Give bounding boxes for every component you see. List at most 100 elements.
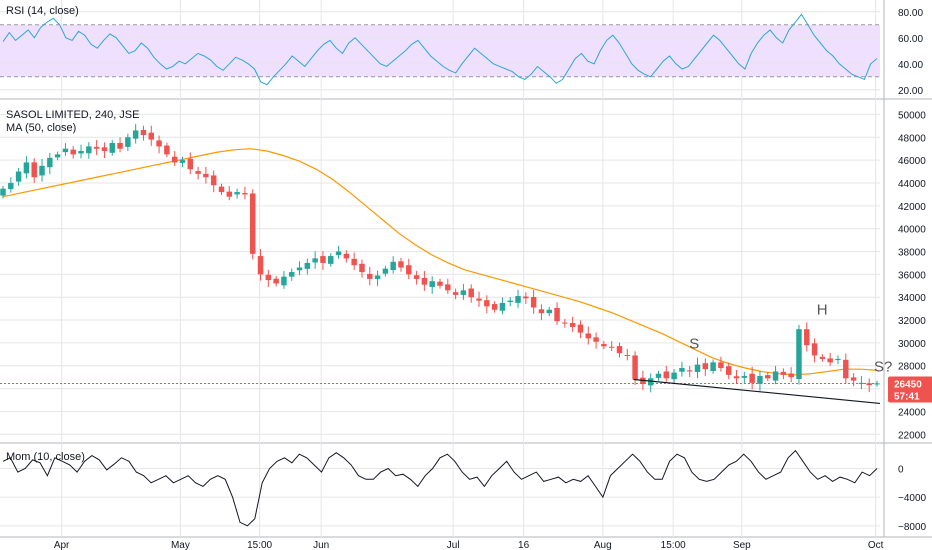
candle (843, 353, 849, 384)
candle (710, 359, 716, 374)
candle (343, 250, 350, 263)
price-tick-label: 42000 (898, 202, 926, 213)
candles (0, 124, 880, 393)
candle (804, 322, 810, 352)
price-badge: 26450 57:41 (888, 376, 932, 402)
price-tick-label: 50000 (898, 110, 926, 121)
price-pane: SASOL LIMITED, 240, JSE MA (50, close) 5… (0, 109, 932, 441)
pattern-annotation: H (817, 301, 828, 318)
candle (460, 284, 467, 300)
rsi-tick-label: 80.00 (898, 8, 923, 19)
candle (281, 271, 287, 289)
candle (569, 316, 576, 332)
candle (54, 151, 61, 161)
candle (647, 373, 654, 393)
trendline[interactable] (633, 378, 881, 405)
candle (694, 357, 701, 379)
price-tick-label: 34000 (898, 293, 926, 304)
pattern-annotation: S (689, 336, 699, 353)
candle (257, 249, 264, 281)
pattern-annotation: S? (874, 358, 892, 375)
x-tick-label: Oct (868, 540, 884, 550)
candle (132, 124, 139, 144)
candle (663, 365, 670, 382)
momentum-line (2, 449, 878, 527)
candle (312, 251, 318, 269)
candle (195, 166, 201, 180)
candle (679, 361, 685, 377)
candle (741, 371, 748, 384)
candle (429, 276, 435, 294)
rsi-band (0, 24, 880, 77)
momentum-tick-label: −4000 (898, 493, 927, 504)
candle (70, 146, 76, 159)
candle (148, 125, 154, 146)
price-label: 26450 (894, 379, 922, 390)
candle (507, 297, 513, 307)
candle (156, 135, 162, 154)
candle (359, 259, 365, 278)
price-tick-label: 38000 (898, 248, 926, 259)
candle (554, 302, 560, 325)
rsi-line (2, 13, 878, 86)
candle (289, 268, 295, 281)
candle (101, 142, 108, 158)
ma-line (2, 148, 878, 376)
candle (335, 245, 342, 259)
price-tick-label: 40000 (898, 225, 926, 236)
price-tick-label: 46000 (898, 156, 926, 167)
candle (23, 156, 30, 179)
candle (226, 186, 233, 201)
price-tick-label: 44000 (898, 179, 926, 190)
candle (374, 270, 381, 286)
candle (78, 144, 84, 159)
candle (304, 258, 311, 275)
candle (218, 183, 225, 195)
momentum-pane: Mom (10, close) 0 −4000 −8000 (2, 449, 927, 533)
candle (406, 258, 412, 280)
candle (86, 142, 92, 159)
x-tick-label: Jun (313, 540, 329, 550)
candle (413, 271, 420, 285)
candle (0, 185, 6, 199)
candle (31, 158, 37, 183)
candle (585, 326, 591, 345)
candle (874, 380, 880, 387)
candle (523, 292, 529, 304)
candle (866, 378, 872, 393)
candle (39, 158, 45, 182)
candle (765, 372, 771, 382)
price-tick-label: 48000 (898, 133, 926, 144)
candle (234, 188, 240, 199)
candle (788, 367, 794, 383)
candle (171, 151, 178, 166)
candle (47, 152, 53, 175)
annotations: S H S? (689, 301, 892, 375)
momentum-tick-label: 0 (898, 465, 904, 476)
candle (187, 152, 194, 175)
candle (265, 269, 272, 288)
x-axis: Apr May 15:00 Jun Jul 16 Aug 15:00 Sep Oct (54, 540, 884, 550)
price-tick-label: 32000 (898, 316, 926, 327)
candle (780, 368, 787, 380)
candle (491, 301, 498, 313)
candle (616, 342, 623, 358)
momentum-tick-label: −8000 (898, 522, 927, 533)
x-tick-label: Apr (54, 540, 70, 550)
candle (733, 369, 740, 384)
x-tick-label: Aug (594, 540, 612, 550)
candle (772, 365, 779, 385)
rsi-tick-label: 20.00 (898, 86, 923, 97)
candle (593, 332, 599, 349)
candle (538, 304, 545, 321)
price-tick-label: 30000 (898, 339, 926, 350)
candle (718, 356, 724, 372)
price-title: SASOL LIMITED, 240, JSE (6, 109, 139, 121)
candle (421, 271, 428, 291)
candle (484, 295, 490, 314)
x-tick-label: 15:00 (661, 540, 686, 550)
grid (0, 0, 932, 538)
countdown-label: 57:41 (894, 391, 920, 402)
candle (445, 278, 451, 294)
